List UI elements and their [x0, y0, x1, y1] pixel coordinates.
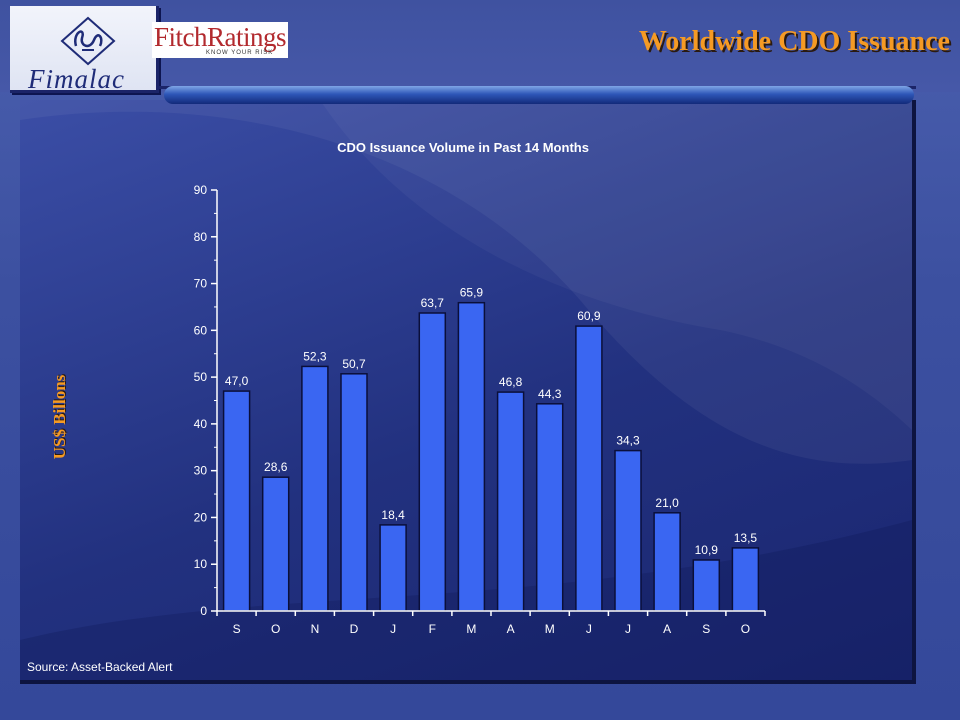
x-tick-label-0: S	[233, 622, 241, 636]
y-tick-label-5: 50	[194, 370, 208, 384]
x-tick-label-5: F	[429, 622, 436, 636]
x-tick-label-10: J	[625, 622, 631, 636]
x-tick-label-12: S	[702, 622, 710, 636]
x-tick-label-13: O	[741, 622, 750, 636]
x-tick-label-6: M	[466, 622, 476, 636]
data-label-13: 13,5	[734, 531, 758, 545]
x-tick-label-11: A	[663, 622, 671, 636]
bar-4	[379, 524, 407, 612]
bar-7	[496, 391, 525, 612]
data-label-2: 52,3	[303, 349, 327, 363]
y-tick-label-1: 10	[194, 557, 208, 571]
bar-10	[614, 449, 642, 612]
bar-3	[340, 373, 368, 612]
bar-12	[692, 559, 721, 612]
data-label-3: 50,7	[342, 357, 366, 371]
x-tick-label-3: D	[350, 622, 359, 636]
data-label-4: 18,4	[381, 508, 405, 522]
data-label-9: 60,9	[577, 309, 601, 323]
axes-layer: S O N D J F M A M J J A S O 0 10 20 30 40 50 60 70 80 90	[194, 183, 766, 636]
bars-layer: 47,0 28,6 52,3 50,7 18,4 63,7 65,9 46,8 44,3 60,9…	[222, 286, 760, 612]
data-label-6: 65,9	[460, 286, 484, 300]
partner-tagline: KNOW YOUR RISK	[206, 50, 274, 56]
data-label-1: 28,6	[264, 460, 288, 474]
x-tick-label-9: J	[586, 622, 592, 636]
chart-title: CDO Issuance Volume in Past 14 Months	[337, 140, 589, 155]
bar-1	[261, 476, 290, 612]
page-title: Worldwide CDO Issuance	[638, 26, 950, 57]
bar-11	[653, 512, 681, 612]
fimalac-logo: Fimalac	[10, 6, 159, 94]
y-tick-label-7: 70	[194, 277, 208, 291]
data-label-12: 10,9	[695, 543, 719, 557]
x-tick-label-1: O	[271, 622, 280, 636]
y-tick-label-4: 40	[194, 417, 208, 431]
source-note: Source: Asset-Backed Alert	[27, 660, 173, 674]
y-tick-label-9: 90	[194, 183, 208, 197]
data-label-5: 63,7	[421, 296, 445, 310]
data-label-0: 47,0	[225, 374, 249, 388]
y-tick-label-2: 20	[194, 510, 208, 524]
x-tick-label-2: N	[311, 622, 320, 636]
y-tick-label-8: 80	[194, 230, 208, 244]
x-tick-label-4: J	[390, 622, 396, 636]
header-accent-bar	[164, 86, 914, 104]
x-tick-label-8: M	[545, 622, 555, 636]
bar-9	[575, 325, 603, 612]
bar-13	[731, 547, 760, 612]
data-label-7: 46,8	[499, 375, 523, 389]
bar-2	[301, 365, 329, 612]
brand-name: Fimalac	[28, 64, 125, 94]
y-tick-label-6: 60	[194, 323, 208, 337]
fitch-ratings-logo: FitchRatings KNOW YOUR RISK	[152, 22, 288, 58]
bar-8	[535, 403, 564, 612]
data-label-10: 34,3	[616, 434, 640, 448]
bar-5	[418, 312, 447, 612]
data-label-11: 21,0	[655, 496, 679, 510]
partner-name: FitchRatings	[154, 22, 287, 52]
y-tick-label-0: 0	[200, 604, 207, 618]
data-label-8: 44,3	[538, 387, 562, 401]
y-tick-label-3: 30	[194, 464, 208, 478]
bar-0	[222, 390, 251, 612]
fimalac-monogram-icon	[60, 16, 116, 66]
x-tick-label-7: A	[507, 622, 515, 636]
bar-6	[457, 301, 486, 612]
